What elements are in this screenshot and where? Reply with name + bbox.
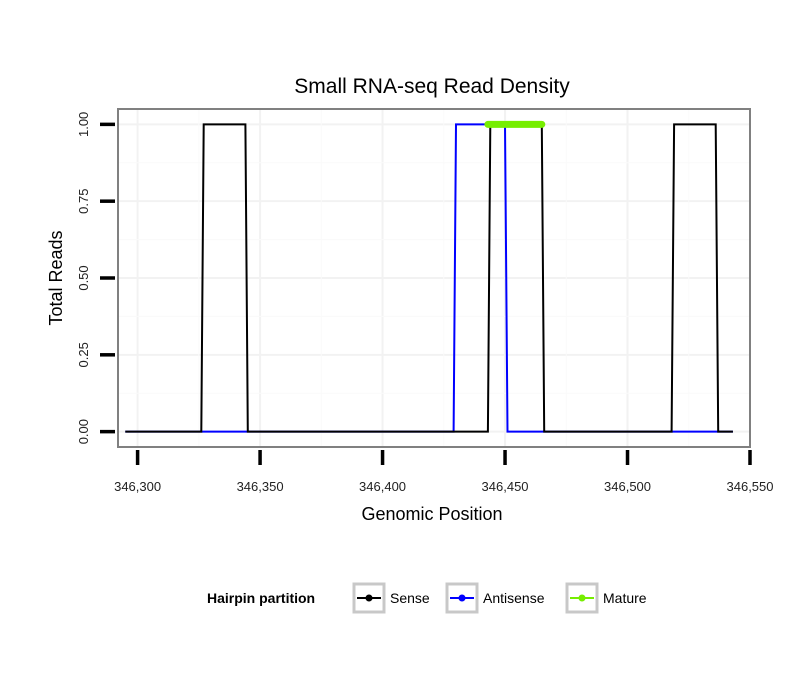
x-axis-title: Genomic Position	[361, 504, 502, 524]
y-tick-label-1: 0.25	[76, 342, 91, 367]
y-axis-title: Total Reads	[46, 230, 66, 325]
series-line-antisense	[125, 123, 733, 433]
legend: Hairpin partition Sense Antisense Mature	[207, 582, 647, 614]
legend-label-antisense: Antisense	[483, 590, 545, 606]
x-tick-label-0: 346,300	[114, 479, 161, 494]
chart-title: Small RNA-seq Read Density	[294, 75, 570, 98]
legend-point-mature	[578, 594, 586, 602]
x-tick-label-5: 346,550	[727, 479, 774, 494]
x-tick-label-4: 346,500	[604, 479, 651, 494]
y-tick-label-4: 1.00	[76, 112, 91, 137]
x-tick-label-1: 346,350	[237, 479, 284, 494]
plot-border	[117, 108, 751, 448]
y-tick-label-3: 0.75	[76, 189, 91, 214]
legend-label-mature: Mature	[603, 590, 647, 606]
legend-point-sense	[365, 594, 373, 602]
y-tick-label-0: 0.00	[76, 419, 91, 444]
y-axis: 0.00 0.25 0.50 0.75 1.00	[76, 112, 115, 444]
grid	[118, 109, 751, 447]
x-tick-label-3: 346,450	[482, 479, 529, 494]
legend-label-sense: Sense	[390, 590, 430, 606]
legend-title: Hairpin partition	[207, 590, 315, 606]
x-axis: 346,300 346,350 346,400 346,450 346,500 346,5…	[114, 450, 774, 494]
legend-point-antisense	[458, 594, 466, 602]
series-lines	[125, 120, 733, 433]
y-tick-label-2: 0.50	[76, 265, 91, 290]
x-tick-label-2: 346,400	[359, 479, 406, 494]
